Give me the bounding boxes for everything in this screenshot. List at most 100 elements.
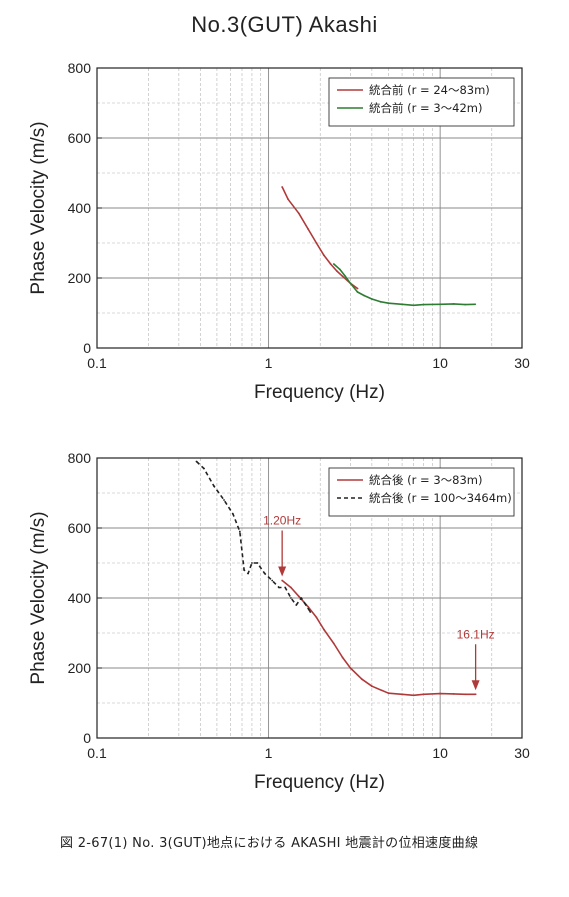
data-point-series-2 <box>251 562 253 564</box>
phase-velocity-chart-after: 0 200 400 600 800 0.1 1 10 30 Frequency (Hz) Phase… <box>28 450 530 793</box>
x-tick-label: 30 <box>514 745 530 761</box>
data-point-series-1 <box>315 242 318 244</box>
data-point-series-1 <box>370 685 373 688</box>
data-point-series-2 <box>401 303 403 306</box>
data-point-series-2 <box>290 597 292 599</box>
legend-entry-1: 統合前 (r = 24〜83m) <box>369 83 490 97</box>
data-point-series-1 <box>281 186 284 188</box>
y-tick-label: 0 <box>83 340 91 356</box>
y-tick-label: 800 <box>68 450 92 466</box>
annotation-arrow-head <box>471 680 480 691</box>
x-tick-label: 1 <box>265 355 273 371</box>
legend-entry-2: 統合後 (r = 100〜3464m) <box>369 491 512 505</box>
legend-entry-2: 統合前 (r = 3〜42m) <box>369 101 482 115</box>
y-tick-label: 400 <box>68 590 92 606</box>
data-point-series-1 <box>422 693 425 696</box>
y-tick-label: 600 <box>68 520 92 536</box>
data-point-series-2 <box>304 604 307 606</box>
legend: 統合後 (r = 3〜83m) 統合後 (r = 100〜3464m) <box>328 467 515 517</box>
data-point-series-1 <box>297 212 300 215</box>
data-point-series-2 <box>387 302 390 305</box>
x-tick-label: 10 <box>432 355 448 371</box>
data-point-series-1 <box>361 678 363 681</box>
data-point-series-1 <box>290 586 292 589</box>
annotation-label: 1.20Hz <box>263 514 301 528</box>
y-tick-label: 0 <box>83 730 91 746</box>
y-tick-label: 200 <box>68 270 92 286</box>
data-point-series-1 <box>341 275 344 278</box>
data-point-series-2 <box>223 499 225 501</box>
data-point-series-1 <box>452 693 455 695</box>
data-point-series-1 <box>341 656 344 659</box>
data-point-series-2 <box>271 579 274 582</box>
x-tick-label: 30 <box>514 355 530 371</box>
data-point-series-1 <box>315 616 318 619</box>
x-tick-label: 10 <box>432 745 448 761</box>
data-point-series-2 <box>243 569 245 571</box>
data-point-series-2 <box>263 572 266 575</box>
data-point-series-2 <box>332 263 335 265</box>
data-point-series-1 <box>439 692 442 695</box>
data-point-series-1 <box>356 287 359 290</box>
data-point-series-1 <box>297 595 300 598</box>
data-point-series-2 <box>247 572 250 575</box>
x-tick-label: 1 <box>265 745 273 761</box>
data-point-series-1 <box>474 693 477 696</box>
series-line-2 <box>333 263 476 307</box>
series-line-1 <box>281 186 358 290</box>
data-point-series-1 <box>281 579 284 582</box>
data-point-series-1 <box>401 693 403 696</box>
annotation-2: 16.1Hz <box>457 627 495 691</box>
legend: 統合前 (r = 24〜83m) 統合前 (r = 3〜42m) <box>328 77 515 127</box>
data-point-series-2 <box>474 303 477 306</box>
data-point-series-2 <box>379 300 382 303</box>
legend-entry-1: 統合後 (r = 3〜83m) <box>369 473 482 487</box>
data-point-series-1 <box>387 692 390 695</box>
data-point-series-1 <box>287 198 290 201</box>
phase-velocity-chart-before: 0 200 400 600 800 0.1 1 10 30 Frequency (Hz) Phase… <box>28 60 530 403</box>
data-point-series-2 <box>452 303 455 305</box>
data-point-series-1 <box>332 642 335 645</box>
data-point-series-1 <box>322 628 325 631</box>
data-point-series-2 <box>278 586 280 589</box>
y-axis-label: Phase Velocity (m/s) <box>28 121 49 294</box>
y-tick-label: 600 <box>68 130 92 146</box>
data-point-series-2 <box>439 303 442 306</box>
data-point-series-1 <box>412 694 415 697</box>
y-axis-label: Phase Velocity (m/s) <box>28 511 49 684</box>
data-point-series-1 <box>307 605 310 608</box>
data-point-series-2 <box>349 282 352 285</box>
y-tick-label: 200 <box>68 660 92 676</box>
data-point-series-2 <box>356 291 359 293</box>
data-point-series-1 <box>335 270 338 272</box>
data-point-series-2 <box>195 460 198 463</box>
annotation-1: 1.20Hz <box>263 514 301 577</box>
legend-box <box>328 467 515 517</box>
data-point-series-2 <box>295 604 298 606</box>
data-point-series-2 <box>203 467 205 470</box>
data-point-series-2 <box>232 513 234 515</box>
data-point-series-2 <box>300 597 303 599</box>
data-point-series-1 <box>349 667 352 669</box>
y-tick-label: 800 <box>68 60 92 76</box>
data-point-series-2 <box>344 275 347 278</box>
x-axis-label: Frequency (Hz) <box>254 772 385 793</box>
x-tick-label: 0.1 <box>87 355 107 371</box>
data-point-series-2 <box>464 303 467 306</box>
annotation-label: 16.1Hz <box>457 627 495 641</box>
data-point-series-2 <box>338 268 341 271</box>
data-point-series-2 <box>212 485 215 487</box>
x-axis-label: Frequency (Hz) <box>254 382 385 403</box>
y-tick-label: 400 <box>68 200 92 216</box>
annotation-arrow-head <box>278 566 287 577</box>
data-point-series-2 <box>412 304 415 307</box>
data-point-series-2 <box>238 530 241 533</box>
data-point-series-2 <box>363 294 365 297</box>
data-point-series-2 <box>422 303 425 306</box>
data-point-series-1 <box>307 228 310 230</box>
x-tick-label: 0.1 <box>87 745 107 761</box>
figure-caption: 図 2-67(1) No. 3(GUT)地点における AKASHI 地震計の位相… <box>60 836 479 851</box>
data-point-series-2 <box>256 562 259 564</box>
data-point-series-1 <box>322 254 325 257</box>
data-point-series-2 <box>309 611 312 613</box>
